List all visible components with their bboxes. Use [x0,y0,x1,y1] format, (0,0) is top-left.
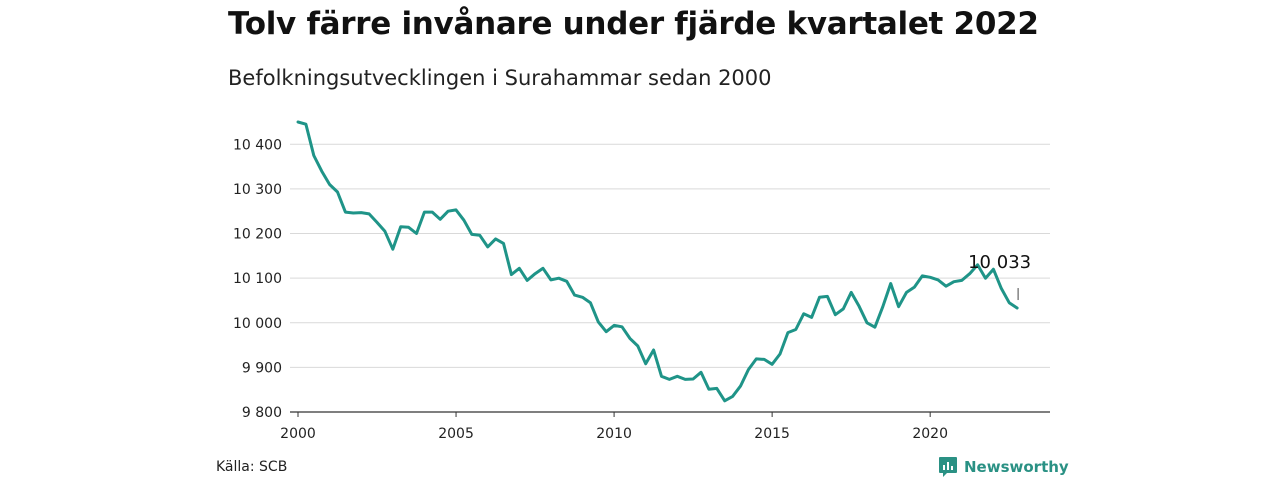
y-tick-label: 10 400 [233,137,282,153]
brand-name: Newsworthy [964,458,1069,476]
chart-subtitle: Befolkningsutvecklingen i Surahammar sed… [228,66,772,90]
y-tick-label: 9 800 [242,405,282,421]
y-tick-label: 9 900 [242,360,282,376]
x-axis-ticks: 2000 2005 2010 2015 2020 [280,412,948,442]
x-tick-label: 2020 [912,426,948,442]
annotation-label: 10 033 [968,252,1031,273]
x-tick-label: 2005 [438,426,474,442]
y-tick-label: 10 000 [233,316,282,332]
y-tick-label: 10 300 [233,182,282,198]
chart-title: Tolv färre invånare under fjärde kvartal… [228,6,1039,42]
newsworthy-logo-icon [939,457,957,477]
y-tick-label: 10 200 [233,227,282,243]
series-line [296,120,1019,403]
brand-logo: Newsworthy [938,456,1069,478]
source-note: Källa: SCB [216,459,288,475]
y-axis-ticks: 9 800 9 900 10 000 10 100 10 200 10 300 10 400 [233,137,282,421]
y-tick-label: 10 100 [233,271,282,287]
annotation-layer: 10 033 [968,252,1031,301]
x-tick-label: 2015 [754,426,790,442]
series-layer [296,120,1019,403]
x-tick-label: 2010 [596,426,632,442]
x-tick-label: 2000 [280,426,316,442]
